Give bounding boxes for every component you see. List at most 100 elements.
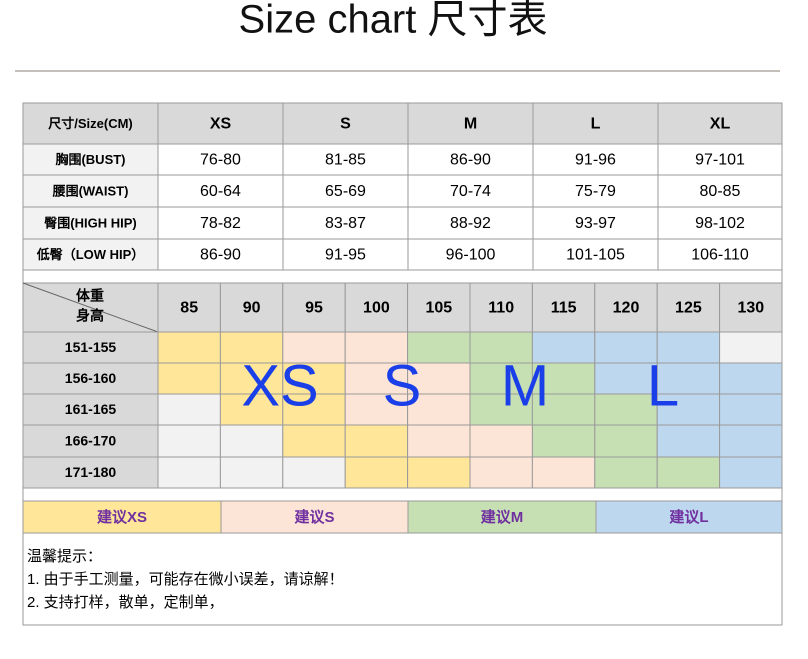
size-zone-label: S bbox=[383, 353, 422, 418]
table-cell bbox=[469, 424, 533, 458]
table-cell bbox=[157, 424, 221, 458]
cell-text: XL bbox=[710, 116, 731, 133]
cell-text: 115 bbox=[551, 300, 577, 317]
table-cell bbox=[531, 456, 596, 489]
table-cell bbox=[656, 456, 721, 489]
table-cell bbox=[656, 282, 721, 333]
table-cell bbox=[22, 102, 159, 145]
table-cell bbox=[344, 362, 409, 395]
table-cell bbox=[407, 393, 471, 426]
cell-text: 161-165 bbox=[65, 401, 117, 417]
cell-text: 80-85 bbox=[700, 183, 741, 200]
cell-text: 125 bbox=[675, 300, 702, 317]
table-cell bbox=[719, 424, 783, 458]
table-cell bbox=[282, 362, 346, 395]
cell-text: 建议XS bbox=[97, 508, 147, 526]
cell-text: 95 bbox=[305, 300, 323, 317]
cell-text: 建议L bbox=[669, 508, 708, 526]
page-title: Size chart 尺寸表 bbox=[239, 0, 548, 42]
table-cell bbox=[657, 206, 783, 240]
table-cell bbox=[469, 282, 533, 333]
table-cell bbox=[595, 500, 783, 534]
size-zone-label: L bbox=[647, 353, 679, 418]
cell-text: 156-160 bbox=[65, 370, 117, 386]
table-cell bbox=[594, 393, 658, 426]
cell-text: 86-90 bbox=[200, 247, 241, 264]
table-cell bbox=[282, 238, 409, 271]
table-cell bbox=[344, 393, 409, 426]
table-cell bbox=[407, 424, 471, 458]
cell-text: 65-69 bbox=[325, 183, 366, 200]
table-cell bbox=[157, 143, 284, 176]
table-cell bbox=[219, 456, 284, 489]
table-cell bbox=[531, 393, 596, 426]
notes-line: 2. 支持打样，散单，定制单， bbox=[27, 594, 224, 611]
table-cell bbox=[469, 456, 533, 489]
table-cell bbox=[594, 424, 658, 458]
table-cell bbox=[532, 206, 659, 240]
cell-text: 101-105 bbox=[566, 247, 625, 264]
table-cell bbox=[657, 174, 783, 208]
table-cell bbox=[656, 362, 721, 395]
table-cell bbox=[469, 393, 533, 426]
cell-text: 100 bbox=[363, 300, 390, 317]
cell-text: M bbox=[464, 116, 477, 133]
table-cell bbox=[157, 282, 221, 333]
weight-label: 体重 bbox=[76, 288, 104, 304]
table-cell bbox=[344, 456, 409, 489]
table-cell bbox=[219, 331, 284, 364]
table-cell bbox=[532, 102, 659, 145]
table-cell bbox=[657, 143, 783, 176]
cell-text: 110 bbox=[488, 300, 514, 317]
table-cell bbox=[157, 362, 221, 395]
size-zone-label: M bbox=[501, 353, 549, 418]
cell-text: XS bbox=[210, 116, 232, 133]
table-cell bbox=[719, 393, 783, 426]
table-cell bbox=[594, 331, 658, 364]
table-cell bbox=[219, 424, 284, 458]
table-cell bbox=[22, 174, 159, 208]
cell-text: 60-64 bbox=[200, 183, 241, 200]
notes-title: 温馨提示： bbox=[27, 548, 102, 565]
cell-text: L bbox=[591, 116, 601, 133]
size-zone-label: XS bbox=[241, 353, 318, 418]
cell-text: 腰围(WAIST) bbox=[52, 183, 129, 198]
table-cell bbox=[407, 500, 597, 534]
table-cell bbox=[656, 331, 721, 364]
cell-text: 低臀（LOW HIP） bbox=[36, 247, 145, 262]
table-cell bbox=[656, 424, 721, 458]
cell-text: 86-90 bbox=[450, 152, 491, 169]
table-cell bbox=[282, 424, 346, 458]
cell-text: 106-110 bbox=[691, 247, 749, 264]
table-cell bbox=[22, 393, 159, 426]
cell-text: 83-87 bbox=[325, 215, 366, 232]
table-cell bbox=[719, 456, 783, 489]
table-cell bbox=[219, 362, 284, 395]
table-cell bbox=[719, 282, 783, 333]
table-cell bbox=[22, 238, 159, 271]
notes-line: 1. 由于手工测量，可能存在微小误差，请谅解！ bbox=[27, 571, 344, 588]
table-cell bbox=[344, 331, 409, 364]
table-cell bbox=[407, 362, 471, 395]
cell-text: 建议S bbox=[294, 508, 334, 526]
table-cell bbox=[594, 456, 658, 489]
cell-text: 151-155 bbox=[65, 339, 117, 355]
table-cell bbox=[282, 456, 346, 489]
cell-text: S bbox=[340, 116, 351, 133]
table-cell bbox=[157, 456, 221, 489]
table-cell bbox=[469, 362, 533, 395]
cell-text: 130 bbox=[737, 300, 764, 317]
cell-text: 85 bbox=[180, 300, 198, 317]
cell-text: 97-101 bbox=[695, 152, 745, 169]
table-cell bbox=[719, 331, 783, 364]
table-cell bbox=[407, 238, 534, 271]
cell-text: 105 bbox=[425, 300, 452, 317]
cell-text: 93-97 bbox=[575, 215, 616, 232]
cell-text: 75-79 bbox=[575, 183, 616, 200]
table-cell bbox=[220, 500, 409, 534]
cell-text: 96-100 bbox=[446, 247, 496, 264]
cell-text: 78-82 bbox=[200, 215, 241, 232]
table-cell bbox=[22, 456, 159, 489]
table-cell bbox=[594, 362, 658, 395]
